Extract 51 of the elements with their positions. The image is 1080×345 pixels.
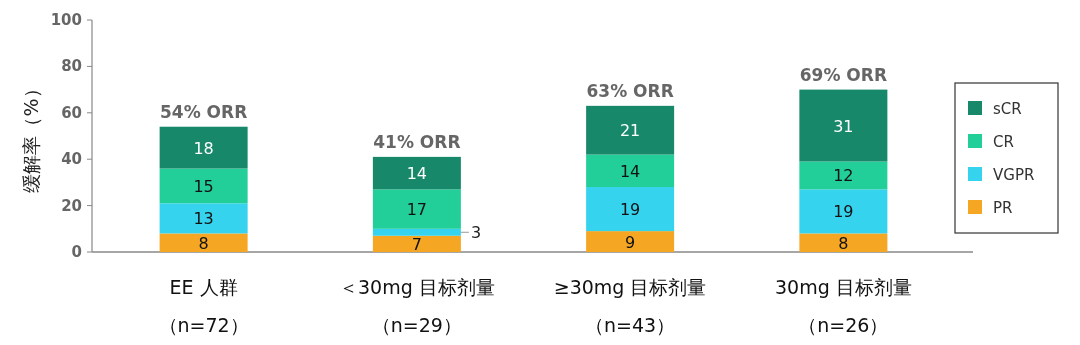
data-label: 19 — [619, 200, 641, 220]
total-label: 54% ORR — [160, 101, 248, 122]
legend-label: sCR — [993, 100, 1022, 118]
bar — [159, 126, 248, 169]
data-label: 9 — [625, 232, 636, 252]
total-label: 69% ORR — [799, 64, 887, 85]
bar — [372, 235, 461, 252]
y-tick-label: 0 — [71, 243, 82, 261]
data-label: 14 — [619, 161, 641, 181]
bar — [586, 187, 675, 232]
bar — [372, 228, 461, 236]
bar — [372, 156, 461, 190]
x-tick-label: 30mg 目标剂量（n=26） — [774, 276, 912, 336]
y-tick-label: 40 — [61, 150, 82, 169]
y-tick-label: 60 — [61, 103, 82, 122]
y-tick-label: 20 — [61, 196, 82, 215]
data-label: 12 — [833, 166, 854, 186]
total-label: 63% ORR — [586, 80, 674, 101]
y-tick-label: 100 — [50, 11, 82, 29]
data-label: 8 — [838, 233, 849, 253]
y-axis-title: 缓解率（%） — [20, 79, 42, 193]
y-tick-label: 80 — [61, 57, 82, 76]
bar — [372, 189, 461, 229]
data-label: 3 — [470, 223, 482, 243]
data-label: 15 — [193, 176, 214, 196]
bar — [159, 168, 248, 204]
bar — [799, 89, 888, 162]
data-label: 18 — [193, 138, 214, 158]
bar — [586, 105, 675, 155]
data-label: 19 — [833, 202, 854, 222]
bar — [799, 233, 888, 252]
legend-label: CR — [993, 133, 1014, 151]
bar — [586, 231, 675, 252]
bar — [799, 161, 888, 190]
x-tick-label: ≥30mg 目标剂量（n=43） — [553, 276, 707, 336]
legend-label: VGPR — [993, 166, 1035, 184]
data-label: 13 — [193, 209, 214, 229]
bar — [586, 154, 675, 188]
x-tick-label: EE 人群（n=72） — [158, 276, 249, 336]
data-label: 7 — [411, 234, 422, 254]
bar — [159, 203, 248, 234]
bar — [159, 233, 248, 252]
data-label: 17 — [406, 200, 428, 220]
legend-label: PR — [993, 199, 1013, 217]
total-label: 41% ORR — [373, 131, 461, 152]
data-label: 8 — [198, 233, 209, 253]
x-tick-label: ＜30mg 目标剂量（n=29） — [338, 276, 495, 336]
data-label: 21 — [619, 121, 641, 141]
bar — [799, 189, 888, 234]
data-label: 14 — [406, 164, 428, 184]
data-label: 31 — [833, 116, 854, 136]
